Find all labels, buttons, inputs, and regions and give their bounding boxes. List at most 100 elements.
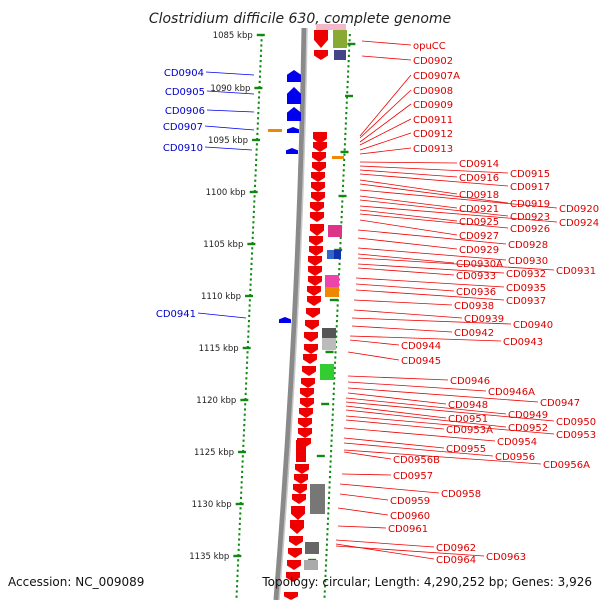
kbp-tick [245, 294, 254, 298]
scale-dot [237, 543, 240, 546]
scale-dot [334, 356, 337, 359]
right-gene-label: opuCC [413, 41, 446, 52]
feature-box [334, 50, 346, 60]
right-gene-label: CD0916 [459, 173, 499, 184]
right-leader-line [347, 392, 447, 405]
scale-dot [324, 569, 327, 572]
backbone-highlight [278, 27, 308, 600]
scale-dot [241, 460, 244, 463]
feature-box [316, 24, 346, 30]
left-leader-line [204, 146, 253, 151]
kbp-tick [254, 86, 263, 90]
reverse-gene-arrow [308, 266, 322, 276]
scale-dot [326, 528, 329, 531]
scale-dot [260, 44, 263, 47]
right-leader-line [347, 375, 449, 381]
scale-dot [345, 117, 348, 120]
right-gene-label: CD0908 [413, 86, 453, 97]
reverse-gene-arrow [303, 354, 317, 364]
right-gene-label: CD0959 [390, 496, 430, 507]
right-gene-label: CD0915 [510, 169, 550, 180]
scale-dot [333, 382, 336, 385]
scale-dot [259, 54, 262, 57]
scale-tick [316, 454, 325, 458]
kbp-tick [233, 554, 242, 558]
right-leader-line [347, 387, 539, 403]
right-gene-label: CD0926 [510, 224, 550, 235]
scale-dot [241, 455, 244, 458]
scale-dot [343, 143, 346, 146]
kbp-tick [238, 450, 247, 454]
right-leader-line [359, 205, 558, 223]
right-gene-label: CD0953A [446, 425, 493, 436]
genome-backbone [273, 27, 308, 600]
right-gene-label: CD0960 [390, 511, 430, 522]
scale-dot [243, 413, 246, 416]
reverse-gene-arrow [301, 378, 315, 388]
right-gene-label: CD0939 [464, 314, 504, 325]
scale-dot [329, 455, 332, 458]
scale-dot [245, 372, 248, 375]
scale-dot [254, 174, 257, 177]
left-gene-label: CD0904 [164, 68, 204, 79]
reverse-gene-arrow [309, 246, 323, 256]
scale-dot [332, 392, 335, 395]
right-leader-line [357, 229, 507, 245]
scale-dot [260, 39, 263, 42]
reverse-gene-arrow [299, 408, 313, 418]
scale-dot [249, 283, 252, 286]
scale-dot [251, 231, 254, 234]
right-gene-label: CD0923 [510, 212, 550, 223]
scale-dot [248, 309, 251, 312]
right-labels: opuCC CD0902 CD0907A CD0908 CD0909 CD0911 CD09… [335, 40, 599, 566]
right-leader-line [359, 74, 412, 137]
scale-dot [348, 39, 351, 42]
scale-dot [244, 387, 247, 390]
kbp-label: 1130 kbp [192, 500, 232, 510]
right-leader-line [339, 493, 389, 501]
scale-dot [336, 299, 339, 302]
scale-dot [247, 320, 250, 323]
left-gene-label: CD0910 [163, 143, 203, 154]
scale-dot [342, 184, 345, 187]
right-leader-line [343, 442, 494, 457]
scale-tick [345, 94, 354, 98]
feature-box [325, 275, 339, 287]
scale-dot [245, 382, 248, 385]
reverse-gene-arrow [313, 132, 327, 144]
scale-dot [252, 216, 255, 219]
reverse-gene-arrow [286, 572, 300, 582]
reverse-gene-arrow [308, 256, 322, 266]
scale-dot [238, 533, 241, 536]
scale-dot [247, 325, 250, 328]
reverse-gene-arrow [304, 344, 318, 354]
right-gene-label: CD0947 [540, 398, 580, 409]
scale-dot [249, 288, 252, 291]
right-leader-line [359, 103, 412, 143]
scale-dot [348, 44, 351, 47]
scale-dot [338, 273, 341, 276]
right-leader-line [359, 169, 458, 178]
right-leader-line [345, 397, 507, 415]
right-gene-label: CD0930A [456, 259, 503, 270]
kbp-label: 1100 kbp [206, 188, 246, 198]
scale-dot [258, 80, 261, 83]
reverse-gene-arrow [307, 296, 321, 306]
reverse-gene-arrow [309, 236, 323, 246]
scale-tick [338, 194, 347, 198]
scale-dot [250, 273, 253, 276]
feature-box [268, 129, 282, 132]
reverse-gene-arrow [295, 464, 309, 474]
reverse-gene-arrow [304, 332, 318, 342]
scale-dot [346, 91, 349, 94]
scale-dot [335, 330, 338, 333]
scale-dot [328, 476, 331, 479]
scale-dot [327, 517, 330, 520]
scale-dot [250, 252, 253, 255]
scale-tick [347, 42, 356, 46]
feature-box [332, 156, 344, 159]
reverse-gene-arrow [305, 320, 319, 330]
scale-dot [347, 65, 350, 68]
right-leader-line [345, 415, 555, 435]
